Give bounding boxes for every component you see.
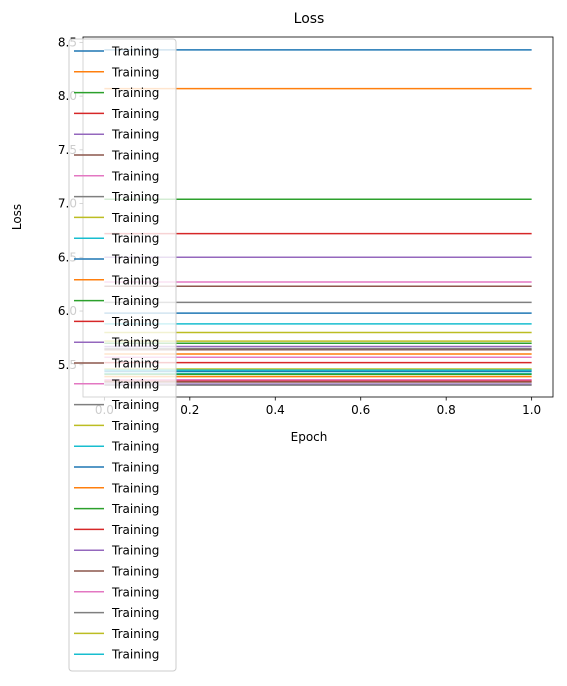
x-tick-label: 0.4 — [266, 403, 285, 417]
legend-entry-label: Training — [111, 336, 159, 350]
legend-entry-label: Training — [111, 398, 159, 412]
legend-entry-label: Training — [111, 544, 159, 558]
legend-entry-label: Training — [111, 585, 159, 599]
x-tick-label: 0.6 — [351, 403, 370, 417]
legend: Training Training Training Training Training… — [68, 38, 177, 672]
legend-entry-label: Training — [111, 190, 159, 204]
legend-entry-label: Training — [111, 149, 159, 163]
legend-entry-label: Training — [111, 253, 159, 267]
legend-entry-label: Training — [111, 107, 159, 121]
x-tick-label: 0.2 — [180, 403, 199, 417]
legend-entry-label: Training — [111, 481, 159, 495]
legend-entry-label: Training — [111, 315, 159, 329]
legend-entry-label: Training — [111, 523, 159, 537]
y-axis-label: Loss — [10, 204, 24, 230]
legend-entry-label: Training — [111, 273, 159, 287]
legend-entry-label: Training — [111, 232, 159, 246]
legend-entry-label: Training — [111, 606, 159, 620]
legend-entry-label: Training — [111, 86, 159, 100]
legend-entry-label: Training — [111, 65, 159, 79]
legend-entry-label: Training — [111, 377, 159, 391]
x-tick-label: 0.8 — [437, 403, 456, 417]
legend-entry-label: Training — [111, 461, 159, 475]
chart-title: Loss — [294, 11, 325, 27]
x-tick-label: 1.0 — [522, 403, 541, 417]
legend-entry-label: Training — [111, 211, 159, 225]
legend-entry-label: Training — [111, 357, 159, 371]
legend-entry-label: Training — [111, 419, 159, 433]
legend-entry-label: Training — [111, 128, 159, 142]
legend-entry-label: Training — [111, 565, 159, 579]
legend-entry-label: Training — [111, 169, 159, 183]
legend-entry-label: Training — [111, 440, 159, 454]
legend-entry-label: Training — [111, 45, 159, 59]
x-axis-label: Epoch — [291, 430, 328, 444]
legend-entry-label: Training — [111, 627, 159, 641]
legend-entry-label: Training — [111, 648, 159, 662]
legend-entry-label: Training — [111, 502, 159, 516]
legend-entry-label: Training — [111, 294, 159, 308]
